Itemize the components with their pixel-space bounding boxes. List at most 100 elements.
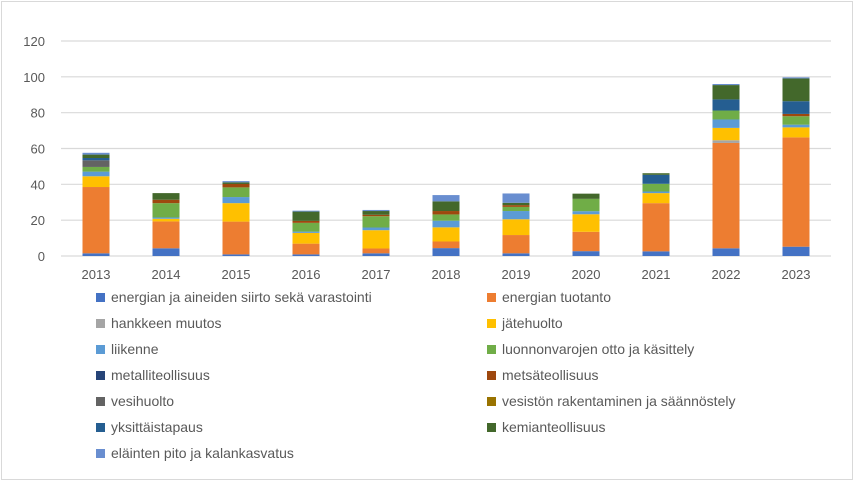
- bar-segment-12: [782, 78, 810, 102]
- bar-segment-3: [712, 140, 740, 143]
- legend-swatch: [487, 344, 496, 354]
- bar-segment-1: [572, 251, 600, 256]
- bar-segment-13: [712, 84, 740, 86]
- legend-item: metsäteollisuus: [487, 367, 599, 383]
- bar-segment-2: [362, 248, 390, 254]
- bar-segment-13: [362, 209, 390, 212]
- y-tick-label: 20: [31, 213, 45, 228]
- bar-segment-4: [642, 193, 670, 204]
- bar-segment-5: [432, 220, 460, 228]
- bar-segment-13: [432, 195, 460, 202]
- legend-swatch: [96, 318, 105, 328]
- bar-segment-6: [432, 214, 460, 221]
- bar-segment-12: [82, 154, 110, 158]
- legend-label: energian ja aineiden siirto sekä varasto…: [111, 289, 372, 305]
- legend-label: kemianteollisuus: [502, 419, 606, 435]
- bar-segment-2: [642, 203, 670, 252]
- legend-swatch: [487, 318, 496, 328]
- bar-segment-11: [82, 157, 110, 161]
- legend-swatch: [96, 396, 105, 406]
- bar-segment-1: [502, 253, 530, 256]
- bar-segment-5: [362, 227, 390, 231]
- bar-segment-12: [502, 202, 530, 206]
- legend-item: yksittäistapaus: [96, 419, 203, 435]
- bar-segment-6: [712, 110, 740, 120]
- bar-segment-11: [782, 101, 810, 114]
- bar-segment-4: [502, 219, 530, 236]
- bar-segment-12: [362, 211, 390, 215]
- x-tick-label: 2014: [152, 267, 181, 282]
- legend-item: hankkeen muutos: [96, 315, 222, 331]
- bar-segment-2: [782, 137, 810, 247]
- bar-segment-12: [572, 193, 600, 199]
- x-tick-label: 2020: [572, 267, 601, 282]
- legend-swatch: [487, 370, 496, 380]
- bar-segment-1: [642, 251, 670, 256]
- bar-segment-5: [642, 191, 670, 194]
- bar-segment-2: [712, 142, 740, 249]
- bar-segment-8: [362, 214, 390, 217]
- y-tick-label: 0: [38, 249, 45, 264]
- legend-item: vesistön rakentaminen ja säännöstely: [487, 393, 735, 409]
- legend-label: metsäteollisuus: [502, 367, 599, 383]
- legend-item: vesihuolto: [96, 393, 174, 409]
- x-tick-label: 2015: [222, 267, 251, 282]
- bar-segment-8: [502, 205, 530, 207]
- y-tick-label: 40: [31, 177, 45, 192]
- bar-segment-6: [222, 187, 250, 198]
- bar-segment-5: [712, 119, 740, 128]
- x-tick-label: 2013: [82, 267, 111, 282]
- bar-segment-1: [222, 254, 250, 256]
- bar-segment-2: [82, 187, 110, 254]
- legend-label: eläinten pito ja kalankasvatus: [111, 445, 294, 461]
- bar-segment-2: [432, 241, 460, 249]
- bar-segment-4: [292, 232, 320, 244]
- bar-segment-4: [782, 127, 810, 138]
- bar-segment-13: [502, 193, 530, 203]
- legend-item: energian tuotanto: [487, 289, 611, 305]
- bar-segment-1: [432, 248, 460, 256]
- legend-item: kemianteollisuus: [487, 419, 606, 435]
- bar-segment-8: [782, 113, 810, 117]
- y-tick-label: 100: [23, 70, 45, 85]
- x-tick-label: 2017: [362, 267, 391, 282]
- bar-segment-13: [82, 152, 110, 155]
- legend-item: jätehuolto: [487, 315, 563, 331]
- legend-label: vesihuolto: [111, 393, 175, 409]
- bar-segment-6: [82, 166, 110, 172]
- bar-segment-13: [782, 77, 810, 79]
- bar-segment-4: [432, 227, 460, 242]
- bar-segment-6: [502, 206, 530, 212]
- bar-segment-6: [292, 222, 320, 232]
- legend-swatch: [96, 292, 105, 302]
- legend-label: hankkeen muutos: [111, 315, 222, 331]
- bar-segment-5: [152, 217, 180, 219]
- y-tick-label: 60: [31, 142, 45, 157]
- bar-segment-2: [292, 243, 320, 255]
- legend-label: luonnonvarojen otto ja käsittely: [502, 341, 695, 357]
- legend-swatch: [96, 370, 105, 380]
- legend-item: liikenne: [96, 341, 158, 357]
- legend-item: eläinten pito ja kalankasvatus: [96, 445, 294, 461]
- bar-segment-8: [152, 199, 180, 204]
- bar-segment-5: [502, 211, 530, 220]
- bar-segment-9: [82, 160, 110, 167]
- bar-segment-6: [152, 203, 180, 218]
- bar-segment-13: [292, 210, 320, 212]
- bar-segment-4: [82, 176, 110, 188]
- bar-segment-8: [432, 211, 460, 215]
- bar-segment-1: [712, 248, 740, 256]
- legend-item: luonnonvarojen otto ja käsittely: [487, 341, 694, 357]
- bar-segment-2: [222, 221, 250, 255]
- legend-swatch: [487, 292, 496, 302]
- bar-segment-4: [572, 214, 600, 232]
- bar-segment-2: [152, 221, 180, 249]
- bar-segment-11: [642, 174, 670, 184]
- legend-swatch: [96, 344, 105, 354]
- bar-segment-4: [152, 218, 180, 222]
- bar-segment-8: [292, 220, 320, 223]
- legend-label: metalliteollisuus: [111, 367, 210, 383]
- legend-label: energian tuotanto: [502, 289, 611, 305]
- x-tick-label: 2016: [292, 267, 321, 282]
